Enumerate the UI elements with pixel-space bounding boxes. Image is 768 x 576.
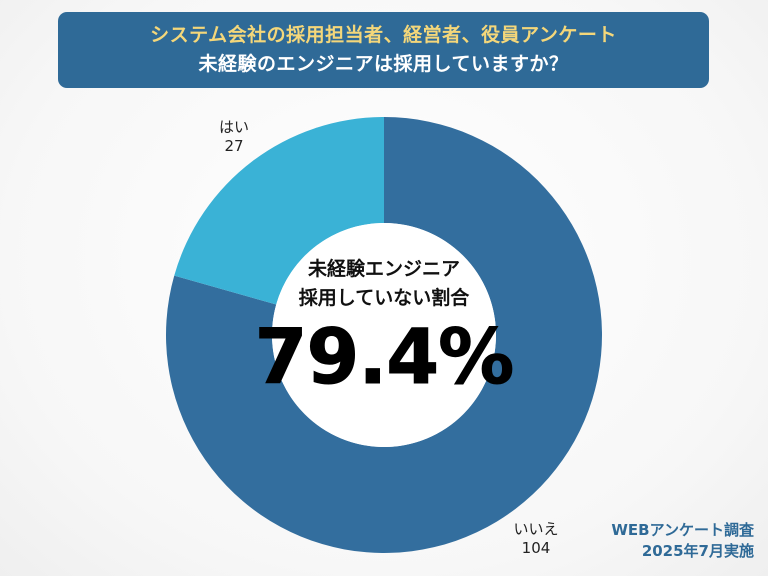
center-percent: 79.4% (254, 312, 515, 402)
center-caption: 未経験エンジニア 採用していない割合 (244, 255, 524, 313)
slice-label-no: いいえ 104 (505, 520, 567, 558)
slice-label-yes: はい 27 (214, 118, 254, 156)
survey-footnote: WEBアンケート調査 2025年7月実施 (611, 520, 754, 562)
donut-hole (272, 223, 496, 447)
title-banner: システム会社の採用担当者、経営者、役員アンケート 未経験のエンジニアは採用してい… (58, 12, 709, 88)
survey-date: 2025年7月実施 (641, 542, 754, 560)
slice-label-yes-value: 27 (224, 137, 244, 155)
donut-slice-yes (174, 116, 384, 305)
slice-label-no-name: いいえ (513, 520, 559, 538)
center-caption-line-1: 未経験エンジニア (307, 258, 460, 280)
title-line-1: システム会社の採用担当者、経営者、役員アンケート (150, 24, 617, 46)
donut-slice-no (166, 117, 602, 553)
survey-method: WEBアンケート調査 (611, 521, 754, 539)
title-line-2: 未経験のエンジニアは採用していますか？ (198, 53, 569, 75)
slice-label-no-value: 104 (521, 539, 551, 557)
slice-label-yes-name: はい (218, 118, 249, 136)
center-caption-line-2: 採用していない割合 (298, 287, 470, 309)
